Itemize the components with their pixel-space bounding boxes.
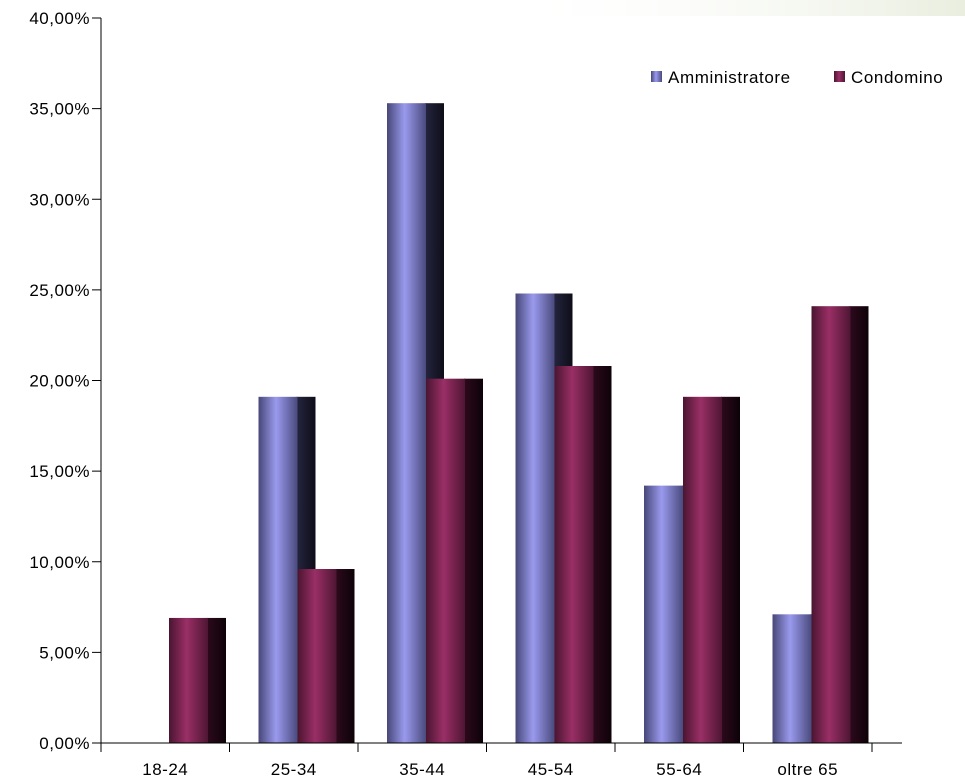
amministratore-bar-oltre-65 [772,614,812,743]
condomino-bar-18-24 [169,617,208,743]
condomino-bar-18-24-side [207,617,226,743]
amministratore-bar-25-34 [258,396,298,743]
y-tick-label: 20,00% [29,372,90,391]
y-tick-label: 30,00% [29,190,90,209]
amministratore-bar-45-54 [515,293,555,743]
amministratore-bar-35-44 [387,103,426,743]
condomino-bar-oltre-65 [811,306,851,743]
y-tick-label: 15,00% [29,462,90,481]
x-tick-label-18-24: 18-24 [142,760,188,779]
x-tick-label-55-64: 55-64 [656,760,702,779]
condomino-bar-55-64-side [721,396,740,743]
y-tick-label: 5,00% [39,643,90,662]
condomino-bar-35-44-side [464,378,483,743]
y-tick-label: 25,00% [29,281,90,300]
x-tick-label-35-44: 35-44 [399,760,445,779]
x-tick-label-25-34: 25-34 [271,760,317,779]
condomino-bar-oltre-65-side [849,306,869,743]
bars-group [169,103,869,743]
x-tick-label-oltre-65: oltre 65 [777,760,838,779]
condomino-bar-45-54 [554,366,594,743]
condomino-bar-45-54-side [592,366,612,743]
y-tick-label: 40,00% [29,9,90,28]
legend: Amministratore Condomino [651,68,943,87]
axes-group: 0,00% 5,00% 10,00% 15,00% 20,00% 25,00% 30,00%… [29,9,902,779]
y-tick-label: 35,00% [29,100,90,119]
legend-label-condomino: Condomino [851,68,943,87]
y-tick-label: 0,00% [39,734,90,753]
condomino-bar-35-44 [426,378,465,743]
legend-swatch-amministratore [651,71,662,82]
legend-swatch-condomino [834,71,845,82]
condomino-bar-55-64 [683,396,722,743]
legend-label-amministratore: Amministratore [668,68,791,87]
y-tick-label: 10,00% [29,553,90,572]
condomino-bar-25-34-side [335,569,355,743]
condomino-bar-25-34 [297,569,337,743]
x-tick-label-45-54: 45-54 [528,760,574,779]
amministratore-bar-55-64 [644,485,683,743]
background-band [500,0,965,16]
